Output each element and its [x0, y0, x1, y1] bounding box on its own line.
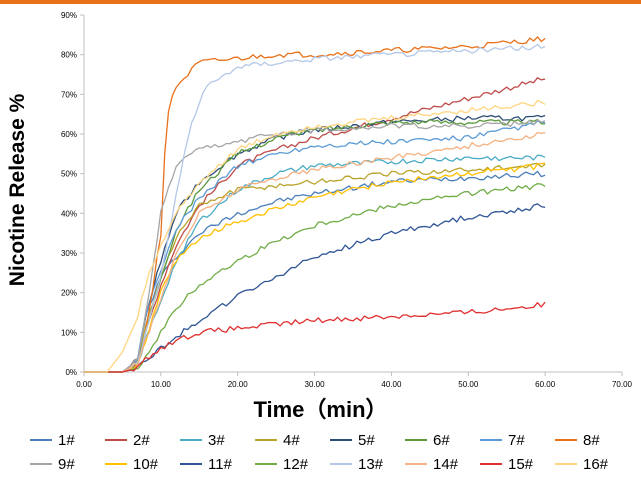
series-line-10 [84, 162, 546, 373]
legend-label: 4# [283, 431, 300, 449]
legend-label: 11# [208, 455, 232, 473]
legend-swatch [555, 439, 577, 441]
legend-swatch [105, 463, 127, 465]
legend-label: 13# [358, 455, 384, 473]
legend-label: 8# [583, 431, 600, 449]
legend-label: 3# [208, 431, 225, 449]
series-line-9 [84, 119, 546, 373]
legend-item-12: 12# [255, 454, 308, 474]
legend-label: 9# [58, 455, 75, 473]
legend-item-3: 3# [180, 430, 225, 450]
legend-item-15: 15# [480, 454, 533, 474]
x-tick-label: 50.00 [458, 380, 479, 389]
series-line-5 [84, 114, 546, 373]
x-tick-label: 60.00 [535, 380, 556, 389]
series-line-7 [84, 120, 546, 373]
legend-item-10: 10# [105, 454, 158, 474]
legend-swatch [480, 439, 502, 441]
line-chart: 0% 10% 20% 30% 40% 50% 60% 70% 80% 90% 0.00 10.00 20… [61, 11, 633, 389]
legend-label: 7# [508, 431, 525, 449]
series-line-16 [84, 99, 546, 373]
y-tick-label: 90% [61, 11, 77, 20]
legend-item-6: 6# [405, 430, 450, 450]
legend-label: 5# [358, 431, 375, 449]
top-accent-bar [0, 0, 641, 4]
legend-item-16: 16# [555, 454, 608, 474]
y-tick-label: 10% [61, 328, 77, 337]
legend-swatch [480, 463, 502, 465]
legend-item-14: 14# [405, 454, 458, 474]
series-line-14 [84, 131, 546, 373]
x-tick-label: 30.00 [305, 380, 326, 389]
legend-label: 1# [58, 431, 75, 449]
x-tick-label: 70.00 [612, 380, 633, 389]
legend-swatch [555, 463, 577, 465]
x-tick-label: 40.00 [381, 380, 402, 389]
legend-item-13: 13# [330, 454, 383, 474]
legend-item-2: 2# [105, 430, 150, 450]
legend-swatch [180, 463, 202, 465]
legend-item-4: 4# [255, 430, 300, 450]
legend-label: 15# [508, 455, 534, 473]
legend-swatch [405, 463, 427, 465]
legend-swatch [330, 463, 352, 465]
legend-swatch [330, 439, 352, 441]
legend-swatch [255, 463, 277, 465]
y-tick-label: 80% [61, 51, 77, 60]
legend-swatch [105, 439, 127, 441]
series-line-12 [84, 183, 546, 373]
x-tick-label: 0.00 [76, 380, 92, 389]
legend-swatch [255, 439, 277, 441]
legend-item-1: 1# [30, 430, 75, 450]
x-axis-title: Time（min） [253, 397, 388, 422]
series-line-6 [84, 118, 546, 373]
y-tick-label: 50% [61, 170, 77, 179]
series-line-1 [84, 170, 546, 373]
legend-swatch [180, 439, 202, 441]
legend-item-7: 7# [480, 430, 525, 450]
series-line-15 [84, 301, 546, 373]
legend-label: 6# [433, 431, 450, 449]
legend-label: 2# [133, 431, 150, 449]
y-axis-title: Nicotine Release % [6, 93, 29, 287]
legend-item-5: 5# [330, 430, 375, 450]
y-tick-label: 20% [61, 289, 77, 298]
y-tick-label: 70% [61, 90, 77, 99]
chart-legend: 1# 2# 3# 4# 5# 6# 7# 8# 9# 10# 11# 12# 13# 14# 15# 16# [30, 430, 630, 474]
legend-label: 10# [133, 455, 159, 473]
legend-swatch [30, 463, 52, 465]
y-tick-label: 40% [61, 209, 77, 218]
series-line-11 [84, 203, 546, 373]
x-tick-label: 20.00 [228, 380, 249, 389]
y-tick-label: 30% [61, 249, 77, 258]
legend-item-8: 8# [555, 430, 600, 450]
series-line-3 [84, 154, 546, 373]
legend-label: 12# [283, 455, 309, 473]
y-tick-label: 60% [61, 130, 77, 139]
legend-label: 16# [583, 455, 609, 473]
legend-item-9: 9# [30, 454, 75, 474]
series-line-13 [84, 43, 546, 373]
legend-swatch [30, 439, 52, 441]
legend-swatch [405, 439, 427, 441]
y-tick-label: 0% [65, 368, 77, 377]
x-tick-label: 10.00 [151, 380, 172, 389]
legend-item-11: 11# [180, 454, 232, 474]
series-line-2 [84, 77, 546, 373]
legend-label: 14# [433, 455, 459, 473]
